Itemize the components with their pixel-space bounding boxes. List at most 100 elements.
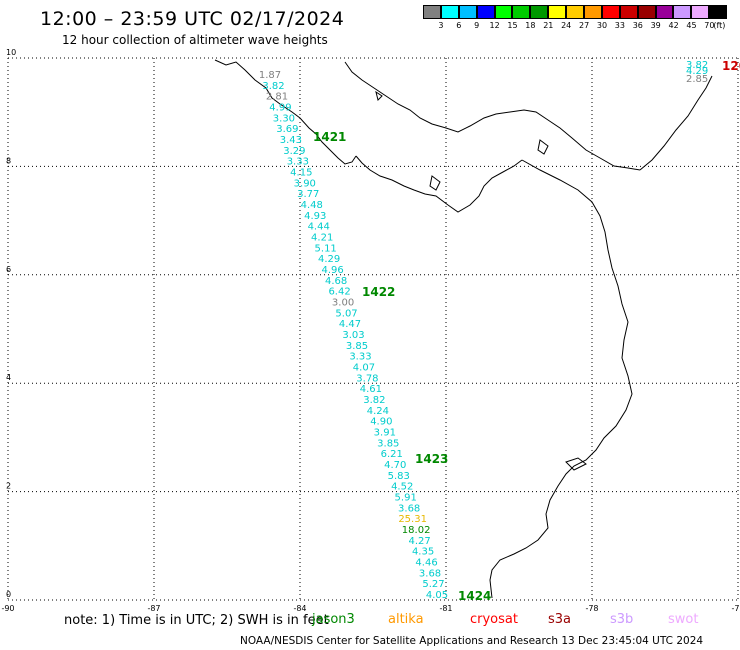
wave-height-reading: 4.21 [311,233,333,244]
wave-height-reading: 3.82 [363,395,385,406]
color-legend-unit: (ft) [713,21,726,30]
wave-height-reading: 18.02 [402,525,431,536]
color-legend-label: 6 [456,21,462,30]
island [565,457,587,471]
color-legend-swatch [458,5,477,19]
islands [375,90,587,471]
wave-height-reading: 5.07 [335,308,357,319]
wave-height-reading: 3.77 [297,189,319,200]
coastline [214,59,713,599]
wave-height-reading: 3.85 [377,438,399,449]
wave-height-reading: 4.48 [301,200,323,211]
y-tick-label: 8 [6,156,11,165]
wave-height-reading: 4.35 [412,547,434,558]
satellite-legend-altika: altika [388,612,424,627]
wave-height-reading: 4.24 [367,406,389,417]
x-tick-label: -87 [147,604,160,613]
x-tick-label: -78 [585,604,598,613]
pass-time-label: 1422 [362,285,395,299]
wave-height-reading: 4.46 [415,558,437,569]
color-legend-swatch [709,5,728,19]
pass-time-label: 1421 [313,130,346,144]
wave-height-reading: 4.96 [321,265,343,276]
y-tick-label: 2 [6,482,11,491]
map-subtitle: 12 hour collection of altimeter wave hei… [62,33,328,47]
color-legend-label: 70 [704,21,715,30]
satellite-legend-swot: swot [668,612,699,627]
color-legend-swatch [584,5,602,19]
color-legend-label: 15 [507,21,518,30]
color-legend [423,5,728,19]
wave-height-reading: 3.85 [346,341,368,352]
color-legend-label: 27 [579,21,590,30]
color-legend-swatch [619,5,638,19]
y-tick-label: 4 [6,373,11,382]
color-legend-swatch [530,5,549,19]
color-legend-swatch [476,5,495,19]
wave-height-reading: 5.83 [388,471,410,482]
wave-height-reading: 4.47 [339,319,361,330]
wave-height-reading: 4.29 [318,254,340,265]
pass-time-label: 1424 [458,589,491,603]
wave-height-reading: 4.27 [408,536,430,547]
wave-height-reading: 3.00 [332,298,354,309]
island [375,90,383,101]
wave-height-reading: 4.52 [391,482,413,493]
satellite-legend-s3b: s3b [610,612,634,627]
color-legend-swatch [655,5,674,19]
color-legend-swatch [691,5,710,19]
wave-height-reading: 4.90 [370,417,392,428]
wave-height-reading: 3.29 [283,146,305,157]
x-tick-label: -90 [1,604,14,613]
map-grid: -90 -87 -84 -81 -78 -75 0 2 4 6 8 10 [1,48,740,613]
wave-height-reading: 4.61 [360,384,382,395]
color-legend-label: 21 [543,21,554,30]
color-legend-swatch [423,5,441,19]
wave-height-reading: 3.68 [398,503,420,514]
color-legend-label: 30 [596,21,608,30]
wave-height-reading: 4.15 [290,168,312,179]
color-legend-swatch [512,5,531,19]
wave-height-reading: 4.70 [384,460,406,471]
y-tick-label: 10 [6,48,16,57]
color-legend-label: 45 [686,21,697,30]
wave-height-reading: 6.42 [328,287,350,298]
wave-height-reading: 25.31 [398,514,427,525]
wave-height-reading: 3.30 [273,113,295,124]
color-legend-label: 36 [632,21,643,30]
wave-height-reading: 4.93 [304,211,326,222]
y-tick-label: 0 [6,590,11,599]
color-legend-swatch [548,5,567,19]
coastline-colombia-north [639,75,713,171]
wave-height-reading: 1.87 [259,70,281,81]
island [429,175,441,191]
color-legend-label: 33 [614,21,625,30]
color-legend-swatch [494,5,513,19]
coastline-panama [355,155,523,213]
color-legend-label: 12 [489,21,500,30]
wave-height-reading: 5.11 [315,243,337,254]
pass-time-label: 1200 [722,59,740,73]
wave-height-reading: 4.05 [426,590,448,601]
wave-height-reading: 3.78 [356,373,378,384]
color-legend-swatch [673,5,692,19]
wave-height-reading: 5.27 [422,579,444,590]
y-tick-label: 6 [6,265,11,274]
color-legend-swatch [440,5,459,19]
color-legend-label: 39 [650,21,661,30]
x-tick-label: -81 [439,604,452,613]
map-title: 12:00 – 23:59 UTC 02/17/2024 [40,8,345,30]
color-legend-swatch [637,5,656,19]
color-legend-swatch [601,5,620,19]
wave-height-reading: 4.29 [686,66,708,77]
wave-height-reading: 4.44 [308,222,330,233]
wave-height-reading: 3.68 [419,568,441,579]
coastline-colombia-pacific [489,159,633,599]
wave-height-reading: 3.82 [686,60,708,71]
wave-height-reading: 2.85 [686,74,708,85]
coastline-central-america-pacific [214,59,357,165]
coastline-caribbean [344,61,641,171]
wave-height-reading: 6.21 [381,449,403,460]
color-legend-label: 9 [474,21,480,30]
color-legend-label: 24 [561,21,572,30]
